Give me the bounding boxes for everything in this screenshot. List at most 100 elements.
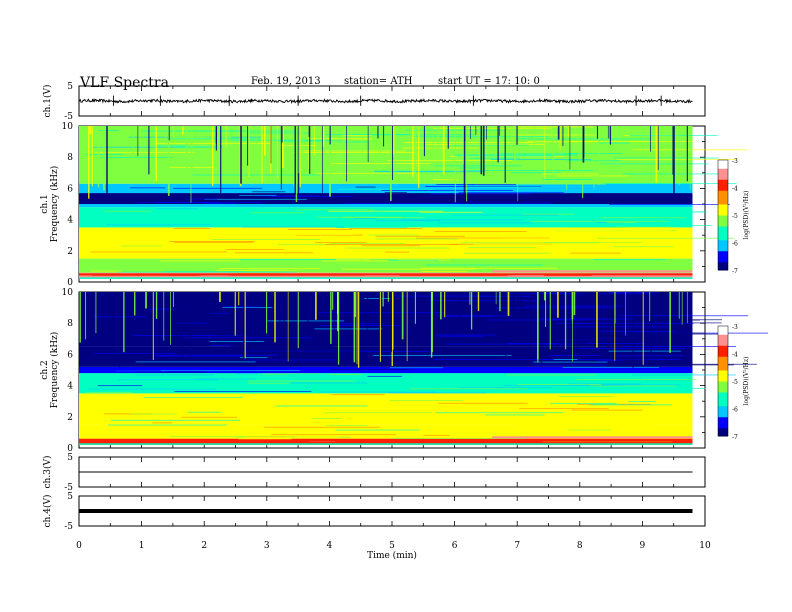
colorbar-swatch (718, 372, 728, 376)
sferic-spike (292, 126, 294, 187)
spectral-streak (535, 157, 557, 159)
spectral-streak (436, 334, 497, 336)
lf-line (79, 439, 693, 442)
spectral-streak (93, 316, 146, 318)
spectral-streak (237, 180, 281, 182)
sferic-spike (322, 126, 325, 147)
spectral-streak (321, 260, 435, 262)
spectral-streak (542, 173, 599, 175)
sferic-spike (203, 292, 205, 330)
spectral-streak (600, 330, 676, 332)
colorbar-swatch (718, 427, 728, 431)
sferic-spike (379, 292, 381, 362)
sferic-spike (125, 292, 127, 316)
spectral-streak (553, 359, 578, 360)
spectral-streak (90, 251, 227, 253)
sferic-spike (139, 126, 142, 144)
colorbar-swatch (718, 328, 728, 332)
spectral-streak (121, 245, 162, 247)
spectral-streak (117, 379, 219, 381)
spectral-streak (351, 301, 373, 303)
sferic-spike (356, 292, 358, 365)
sferic-spike (165, 126, 167, 157)
colorbar-swatch (718, 173, 728, 177)
sferic-spike (132, 126, 134, 167)
spectral-streak (219, 172, 275, 174)
spectral-streak (390, 189, 513, 190)
colorbar-swatch (718, 176, 728, 180)
spectral-streak (565, 326, 668, 328)
spectral-streak (130, 413, 178, 415)
spectral-streak (209, 341, 264, 342)
sferic-spike (155, 292, 158, 319)
spectral-streak (375, 235, 465, 237)
spectral-band (79, 204, 693, 208)
sferic-spike (145, 292, 147, 309)
colorbar-swatch (718, 370, 728, 374)
colorbar-swatch (718, 195, 728, 199)
spectral-streak (339, 323, 384, 325)
spectral-band (79, 193, 693, 204)
sferic-spike (606, 126, 609, 145)
y-tick-label: 10 (62, 288, 74, 298)
spectral-streak (355, 186, 376, 188)
spectral-streak (477, 324, 527, 325)
y-tick-label: -5 (64, 483, 73, 493)
spectral-streak (202, 202, 236, 204)
colorbar-swatch (718, 231, 728, 235)
spectral-streak (578, 348, 686, 349)
sferic-spike (421, 126, 423, 140)
sferic-spike (642, 292, 644, 365)
spectral-streak (404, 142, 536, 143)
spectral-streak (458, 167, 487, 169)
sferic-spike (390, 126, 392, 201)
sferic-spike (123, 292, 125, 353)
spectral-streak (556, 211, 625, 213)
spectral-streak (548, 355, 601, 356)
spectral-streak (102, 201, 240, 203)
sferic-spike (283, 292, 285, 345)
sferic-spike (463, 126, 466, 204)
lf-line (79, 273, 693, 276)
sferic-spike (261, 126, 263, 184)
spectral-streak (600, 163, 709, 165)
sferic-spike (137, 126, 139, 157)
spectral-streak (425, 186, 542, 187)
sferic-spike (168, 126, 170, 141)
spectral-streak (482, 194, 582, 196)
sferic-spike (307, 292, 309, 335)
colorbar-swatch (718, 187, 728, 191)
sferic-spike (225, 126, 227, 148)
sferic-spike (329, 126, 331, 145)
spectral-streak (532, 241, 660, 243)
sferic-spike (499, 126, 501, 136)
y-tick-label: -5 (64, 522, 73, 532)
sferic-spike (549, 292, 551, 350)
spectral-streak (391, 156, 444, 158)
spectral-streak (309, 138, 372, 140)
sferic-spike (557, 126, 560, 140)
spectral-streak (240, 357, 268, 358)
sferic-spike (499, 292, 501, 312)
sferic-spike (103, 126, 105, 191)
sferic-spike (506, 126, 509, 141)
sferic-spike (79, 292, 81, 343)
y-tick-label: 0 (67, 278, 73, 288)
spectral-streak (331, 394, 385, 396)
sferic-spike (689, 126, 691, 190)
sferic-spike (655, 126, 658, 183)
spectral-streak (296, 368, 420, 370)
sferic-spike (557, 292, 559, 318)
colorbar-swatch (718, 386, 728, 390)
y-axis-label: Frequency (kHz) (49, 332, 60, 409)
spectral-streak (148, 141, 176, 143)
spectral-streak (230, 346, 332, 348)
spectral-streak (412, 136, 548, 138)
spectral-streak (326, 262, 439, 264)
colorbar-swatch (718, 239, 728, 243)
sferic-spike (401, 292, 404, 340)
sferic-spike (272, 126, 274, 164)
sferic-spike (614, 292, 616, 324)
x-tick-label: 5 (389, 541, 395, 551)
spectral-streak (343, 203, 460, 204)
